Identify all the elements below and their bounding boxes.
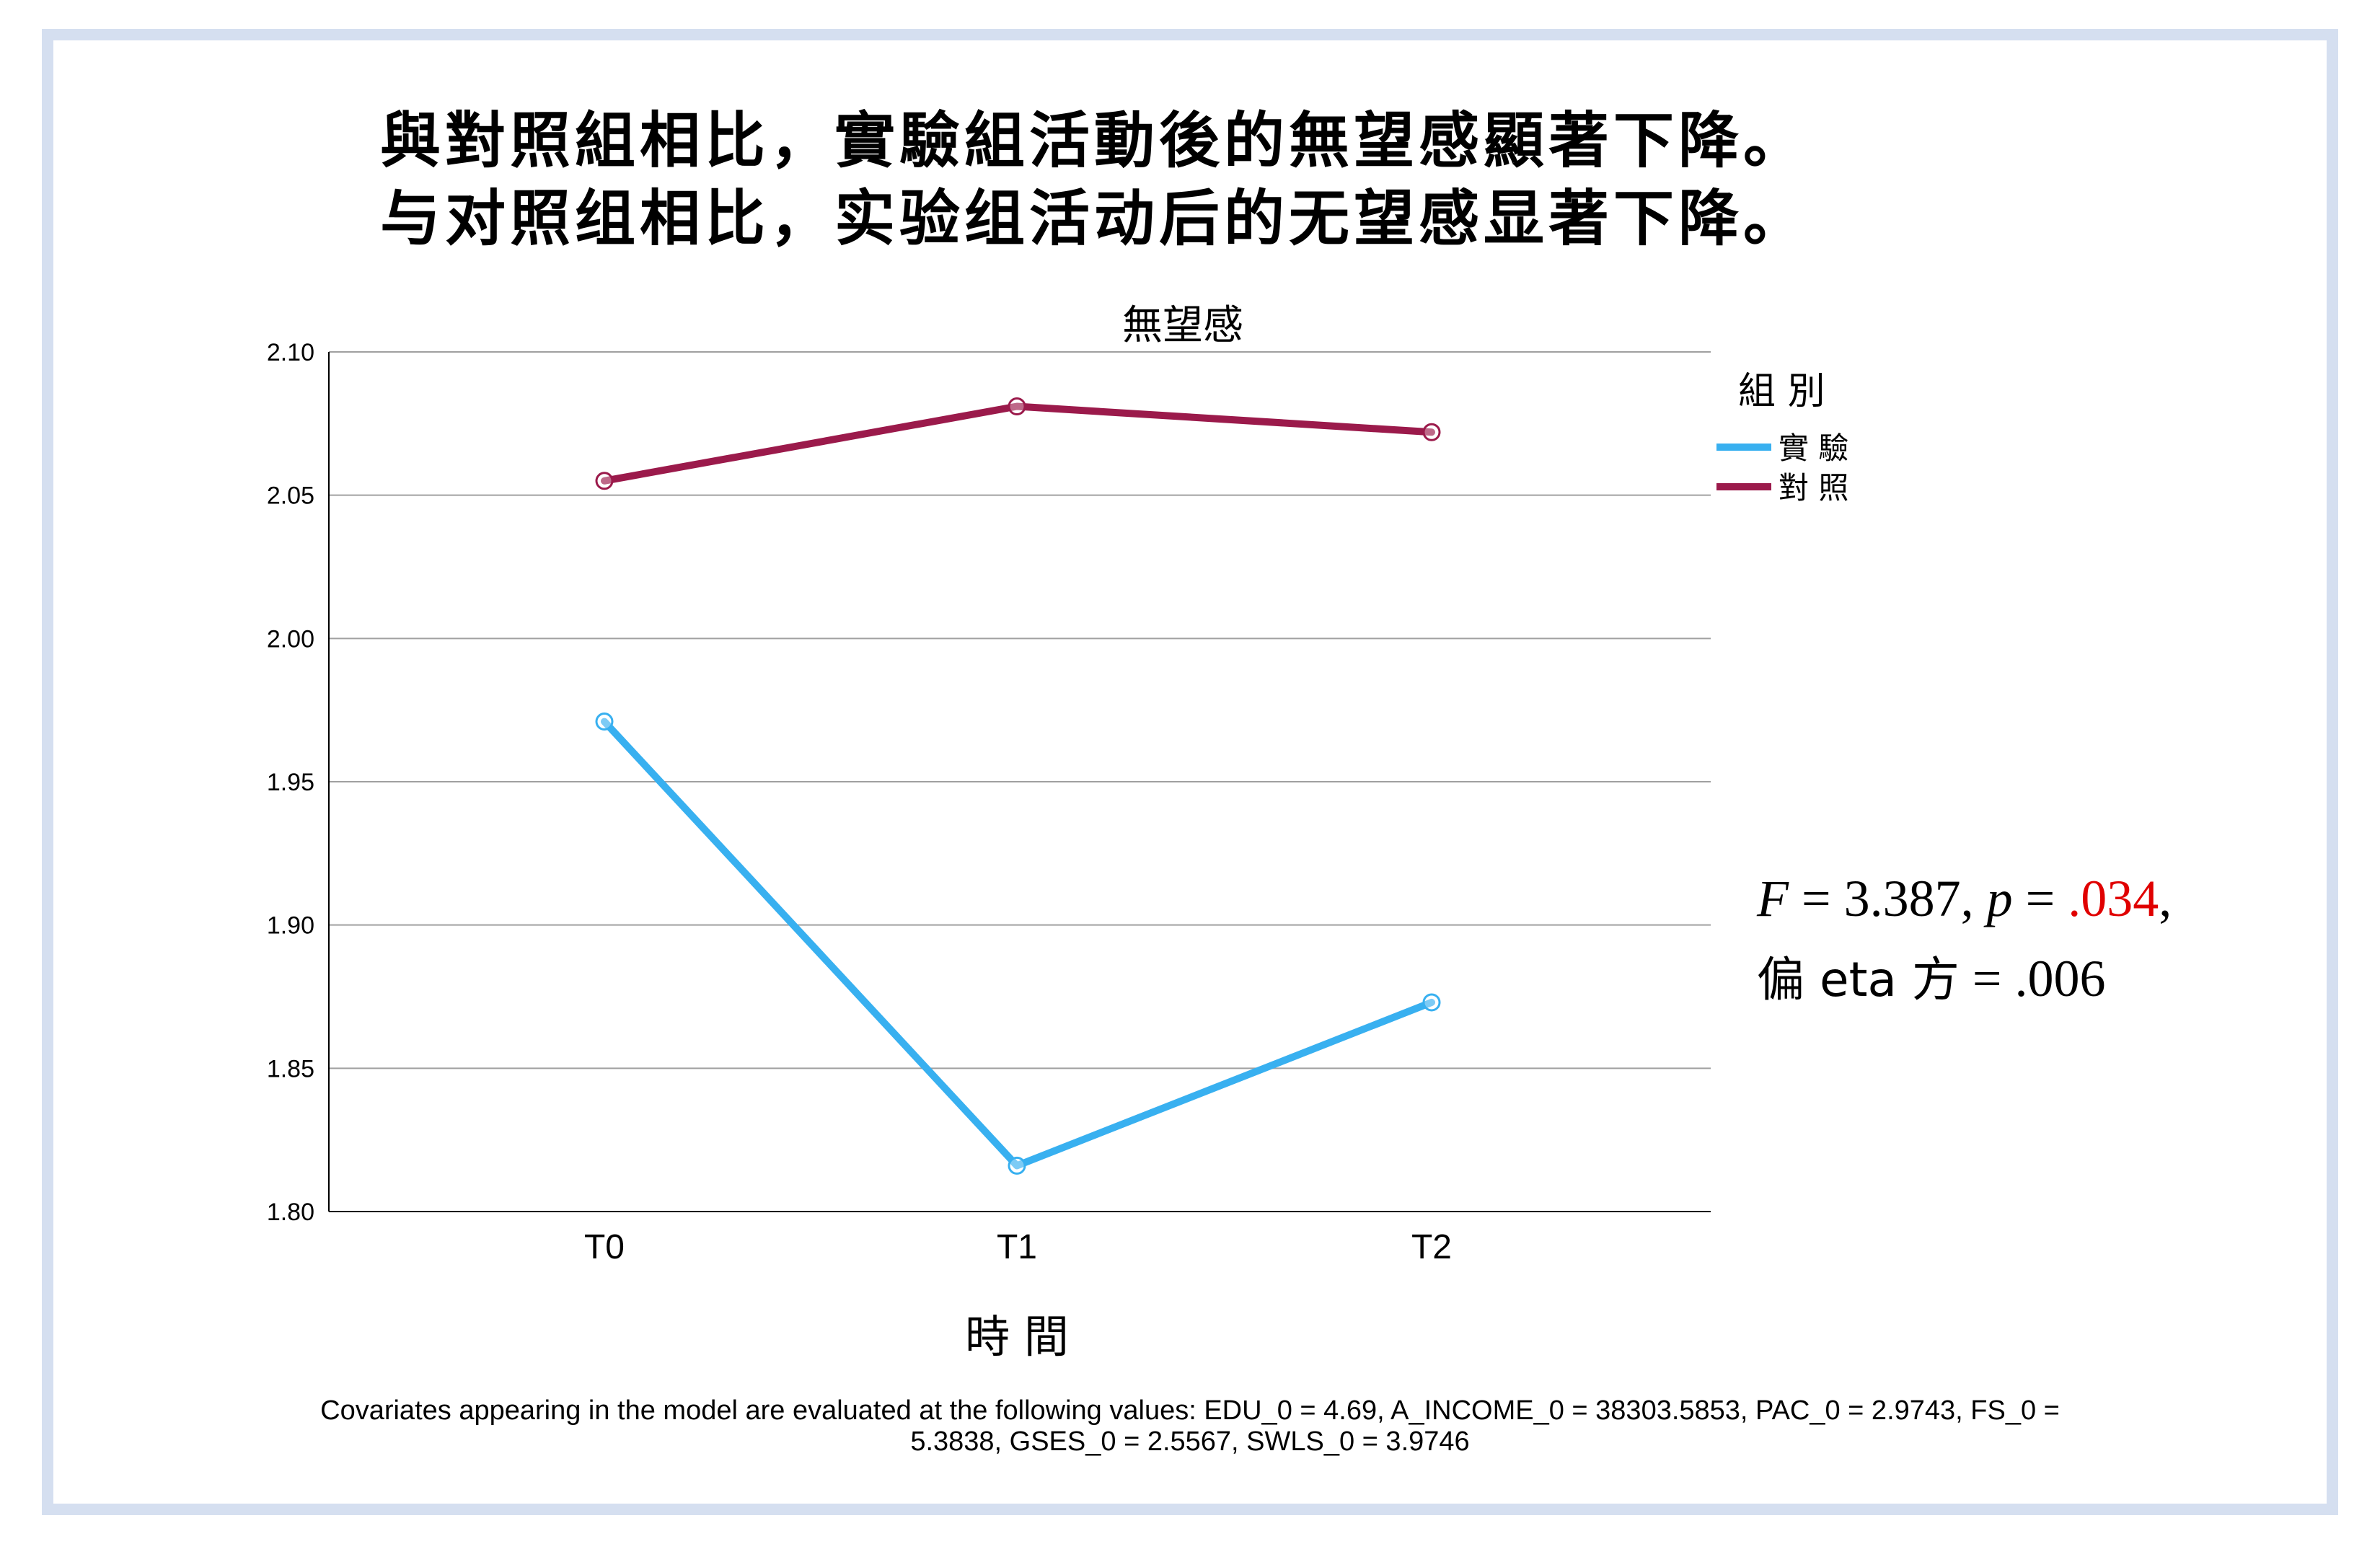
p-label: p [1986, 870, 2013, 927]
series-layer [595, 397, 1441, 1175]
p-equals: = [2012, 870, 2068, 927]
legend-label: 實 驗 [1779, 431, 1848, 466]
data-point [1422, 993, 1441, 1012]
x-tick-label: T0 [584, 1228, 625, 1266]
y-tick-label: 1.80 [267, 1199, 314, 1226]
legend: 組 別 實 驗對 照 [1716, 370, 1848, 506]
heading-simplified: 与对照组相比，实验组活动后的无望感显著下降。 [380, 182, 1809, 254]
f-statistic: F = 3.387, p = .034, [1757, 869, 2172, 929]
y-tick-label: 2.00 [267, 625, 314, 653]
x-tick-label: T2 [1411, 1228, 1452, 1266]
y-tick-label: 2.05 [267, 482, 314, 510]
data-point [1008, 397, 1026, 415]
p-value: .034 [2068, 870, 2159, 927]
axes: 1.80 1.85 1.90 1.95 2.00 2.05 2.10 T0 T1 T2 [267, 339, 1711, 1266]
eta-statistic: 偏 eta 方 = .006 [1757, 941, 2106, 1010]
covariate-note-line-1: Covariates appearing in the model are ev… [320, 1395, 2060, 1426]
series-line [601, 402, 1435, 485]
data-point [1422, 423, 1441, 441]
slide-frame [42, 29, 2338, 1515]
data-point [595, 472, 614, 490]
data-point [595, 713, 614, 731]
x-tick-label: T1 [997, 1228, 1037, 1266]
p-tail: , [2159, 870, 2172, 927]
y-tick-label: 1.95 [267, 769, 314, 796]
y-tick-label: 1.90 [267, 912, 314, 940]
covariate-note-line-2: 5.3838, GSES_0 = 2.5567, SWLS_0 = 3.9746 [910, 1426, 1470, 1457]
x-axis-title: 時 間 [965, 1310, 1069, 1363]
eta-value: = .006 [1959, 950, 2106, 1007]
f-value: = 3.387, [1788, 870, 1987, 927]
gridlines [329, 351, 1711, 1069]
y-tick-label: 1.85 [267, 1055, 314, 1082]
eta-label: 偏 eta 方 [1757, 952, 1960, 1007]
f-label: F [1757, 870, 1789, 927]
series-line [601, 718, 1435, 1170]
heading-traditional: 與對照組相比，實驗組活動後的無望感顯著下降。 [380, 105, 1809, 176]
legend-title: 組 別 [1738, 370, 1825, 413]
data-point [1008, 1156, 1026, 1175]
chart-title: 無望感 [1122, 302, 1243, 349]
legend-label: 對 照 [1779, 470, 1848, 506]
y-tick-label: 2.10 [267, 339, 314, 366]
